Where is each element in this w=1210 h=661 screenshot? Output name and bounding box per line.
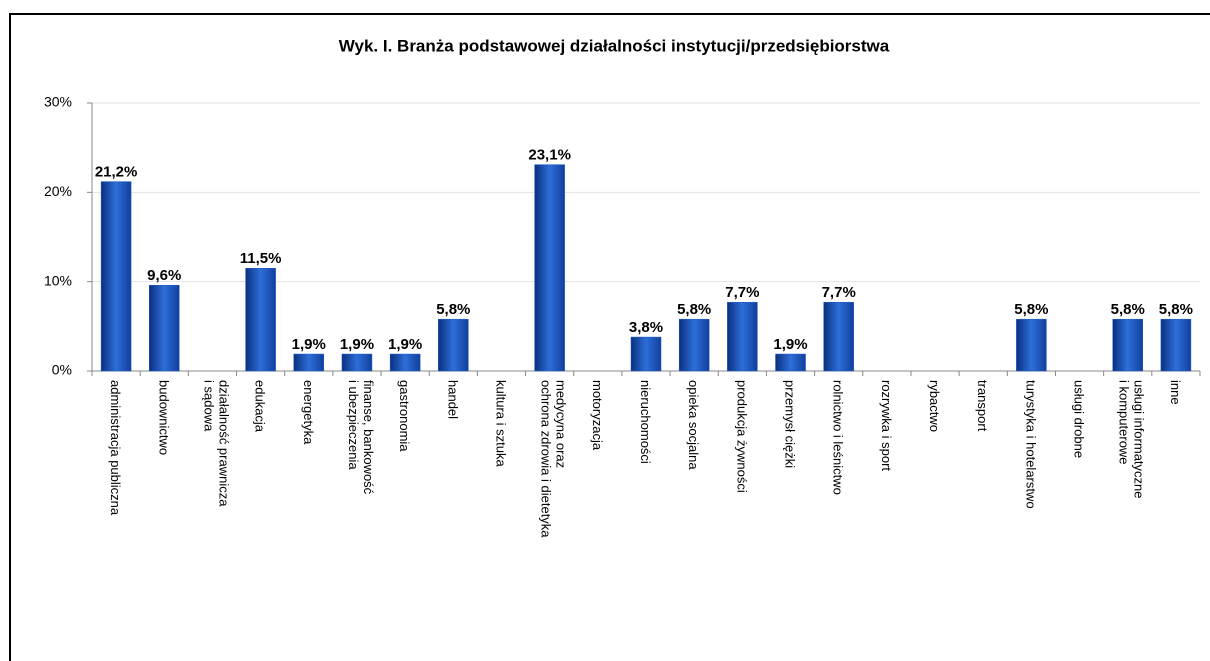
bar [1112,318,1143,372]
x-tick-label: nieruchomości [638,380,653,464]
value-label: 23,1% [528,147,571,164]
value-label: 21,2% [95,164,138,181]
value-label: 5,8% [677,301,711,318]
value-label: 7,7% [822,284,856,301]
chart-title: Wyk. I. Branża podstawowej działalności … [339,36,890,55]
value-label: 9,6% [147,267,181,284]
x-tick-label: gastronomia [397,380,412,452]
bar [1016,318,1047,372]
value-label: 1,9% [292,336,326,353]
value-label: 5,8% [1014,301,1048,318]
bar [245,268,276,372]
value-label: 5,8% [1159,301,1193,318]
x-tick-label: przemysł ciężki [783,380,798,468]
x-tick-label: motoryzacja [590,380,605,451]
value-label: 1,9% [388,336,422,353]
x-tick-label: działalność prawnicza [216,380,231,507]
x-tick-label: opieka socjalna [686,380,701,470]
bar [149,284,180,372]
x-tick-label: energetyka [301,380,316,445]
value-label: 5,8% [1111,301,1145,318]
x-tick-label: budownictwo [156,380,171,455]
x-tick-label: edukacja [253,380,268,433]
value-label: 3,8% [629,319,663,336]
x-tick-label: i ubezpieczenia [346,380,361,470]
y-tick-label: 10% [44,272,72,288]
value-label: 7,7% [725,284,759,301]
bar [775,353,806,372]
value-label: 1,9% [773,336,807,353]
bar [534,164,565,372]
bar [389,353,421,372]
x-tick-label: finanse, bankowość [361,380,376,495]
bar [630,336,662,372]
bar [727,301,758,372]
y-tick-label: 0% [52,362,72,378]
y-tick-label: 30% [44,94,72,110]
bar [1160,318,1192,372]
bar [438,318,469,372]
bar [341,353,373,372]
x-tick-label: rozrywka i sport [879,380,894,471]
value-label: 5,8% [436,301,470,318]
chart-border [9,13,1210,661]
x-tick-label: rybactwo [927,380,942,432]
value-label: 11,5% [240,250,282,267]
x-tick-label: i komputerowe [1117,380,1132,465]
x-tick-label: administracja publiczna [108,380,123,516]
y-tick-label: 20% [44,183,72,199]
bar [100,181,132,372]
bar [293,353,325,372]
x-tick-label: transport [975,380,990,432]
x-tick-label: ochrona zdrowia i dietetyka [539,380,554,538]
x-tick-label: produkcja żywności [734,380,749,493]
x-tick-label: usługi informatyczne [1132,380,1147,499]
x-tick-label: medycyna oraz [554,380,569,468]
bar [678,318,710,372]
x-tick-label: i sądowa [201,380,216,432]
value-label: 1,9% [340,336,374,353]
x-tick-label: handel [445,380,460,419]
x-tick-label: kultura i sztuka [493,380,508,467]
x-tick-label: usługi drobne [1072,380,1087,458]
x-tick-label: rolnictwo i leśnictwo [831,380,846,495]
x-tick-label: inne [1168,380,1183,405]
bar [823,301,854,372]
x-tick-label: turystyka i hotelarstwo [1023,380,1038,509]
